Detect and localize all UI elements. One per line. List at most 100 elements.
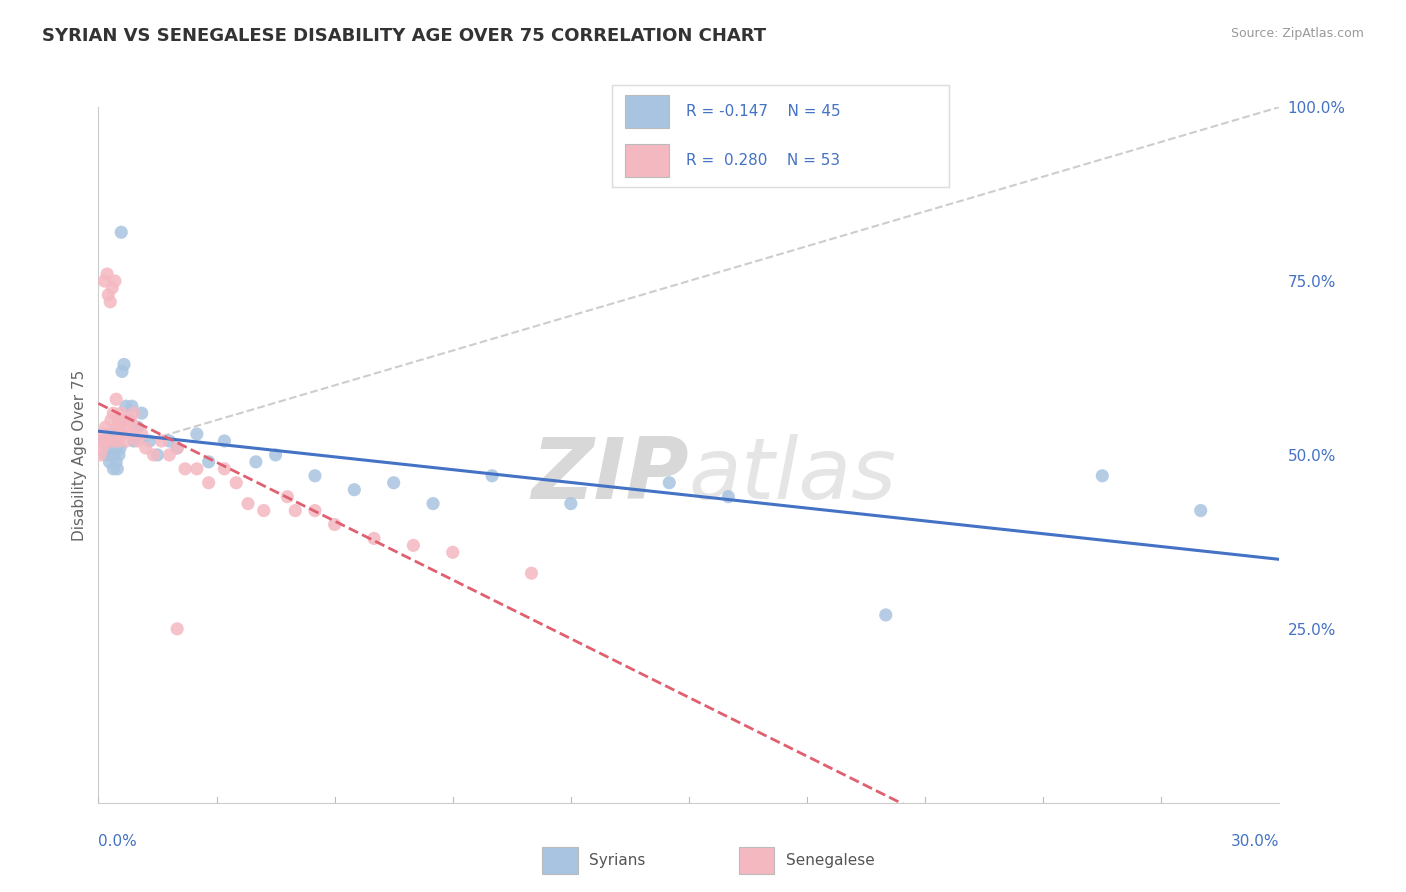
Point: [122, 406, 145, 420]
Point: [104, 434, 127, 448]
Point: [1091, 468, 1114, 483]
Point: [100, 427, 122, 442]
Point: [100, 413, 122, 427]
Point: [121, 427, 143, 442]
Point: [125, 420, 148, 434]
Point: [127, 420, 149, 434]
Point: [236, 497, 259, 511]
Bar: [740, 847, 775, 874]
Point: [118, 413, 141, 427]
Point: [225, 475, 247, 490]
Point: [94, 420, 117, 434]
Point: [108, 448, 131, 462]
Point: [103, 448, 125, 462]
Point: [108, 413, 131, 427]
Point: [304, 503, 326, 517]
Point: [98, 434, 121, 448]
Point: [117, 413, 139, 427]
Text: ZIP: ZIP: [531, 434, 689, 517]
Point: [112, 358, 135, 372]
Point: [107, 434, 129, 448]
Bar: [543, 847, 578, 874]
Point: [110, 406, 132, 420]
Point: [875, 607, 897, 622]
Point: [107, 427, 129, 442]
Bar: [626, 95, 669, 128]
Point: [121, 399, 143, 413]
Point: [98, 294, 121, 309]
Point: [93, 274, 115, 288]
Point: [481, 468, 503, 483]
Text: R = -0.147    N = 45: R = -0.147 N = 45: [686, 103, 841, 119]
Point: [276, 490, 298, 504]
Point: [89, 448, 111, 462]
Point: [214, 462, 236, 476]
Y-axis label: Disability Age Over 75: Disability Age Over 75: [72, 369, 87, 541]
Point: [363, 532, 385, 546]
Point: [111, 427, 134, 442]
Point: [111, 364, 134, 378]
Point: [127, 434, 149, 448]
Point: [103, 406, 125, 420]
Point: [150, 434, 173, 448]
Point: [101, 448, 124, 462]
Text: Source: ZipAtlas.com: Source: ZipAtlas.com: [1230, 27, 1364, 40]
Point: [402, 538, 425, 552]
Point: [101, 281, 124, 295]
Point: [186, 462, 208, 476]
Point: [284, 503, 307, 517]
Point: [166, 622, 188, 636]
Point: [323, 517, 346, 532]
Point: [264, 448, 287, 462]
Point: [658, 475, 681, 490]
Point: [197, 455, 219, 469]
Point: [91, 441, 114, 455]
Point: [105, 420, 128, 434]
Point: [157, 448, 180, 462]
Point: [441, 545, 464, 559]
Point: [108, 441, 131, 455]
Point: [253, 503, 276, 517]
Text: Senegalese: Senegalese: [786, 854, 875, 868]
Point: [560, 497, 582, 511]
Point: [146, 448, 169, 462]
Point: [96, 448, 118, 462]
Point: [186, 427, 208, 442]
Point: [90, 434, 112, 448]
Point: [422, 497, 444, 511]
Point: [131, 406, 153, 420]
Text: SYRIAN VS SENEGALESE DISABILITY AGE OVER 75 CORRELATION CHART: SYRIAN VS SENEGALESE DISABILITY AGE OVER…: [42, 27, 766, 45]
Text: Syrians: Syrians: [589, 854, 645, 868]
Bar: [626, 145, 669, 177]
Point: [1189, 503, 1212, 517]
Point: [138, 434, 160, 448]
Point: [157, 434, 180, 448]
Point: [174, 462, 197, 476]
Point: [104, 274, 127, 288]
Point: [96, 434, 118, 448]
Point: [520, 566, 543, 581]
Point: [115, 399, 138, 413]
Text: 0.0%: 0.0%: [98, 834, 138, 849]
Point: [142, 448, 165, 462]
Point: [245, 455, 267, 469]
Point: [135, 441, 157, 455]
Point: [98, 434, 121, 448]
Point: [96, 267, 118, 281]
Point: [717, 490, 740, 504]
Point: [103, 462, 125, 476]
Point: [118, 413, 141, 427]
Point: [105, 455, 128, 469]
Point: [97, 288, 120, 302]
Point: [97, 441, 120, 455]
Point: [197, 475, 219, 490]
Point: [103, 434, 125, 448]
Point: [343, 483, 366, 497]
Point: [112, 413, 135, 427]
Point: [93, 434, 115, 448]
Point: [117, 420, 139, 434]
Text: 30.0%: 30.0%: [1232, 834, 1279, 849]
Point: [110, 225, 132, 239]
Point: [122, 434, 145, 448]
Text: atlas: atlas: [689, 434, 897, 517]
